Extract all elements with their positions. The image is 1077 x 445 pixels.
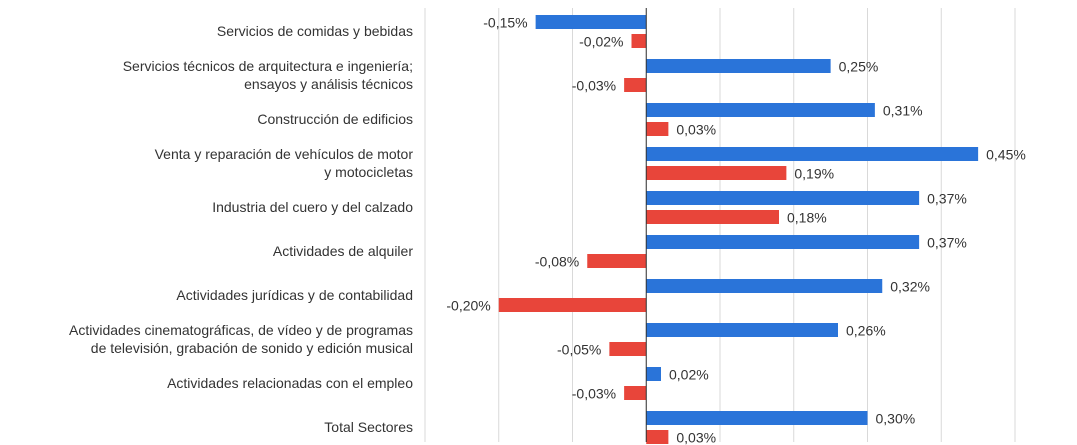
value-label: -0,02% (579, 34, 623, 50)
value-label: 0,37% (927, 191, 967, 207)
category-label: Actividades de alquiler (272, 243, 413, 259)
value-label: 0,26% (846, 323, 886, 339)
value-label: 0,37% (927, 235, 967, 251)
value-label: 0,25% (839, 59, 879, 75)
bar (609, 342, 647, 356)
category-label: Actividades jurídicas y de contabilidad (176, 287, 413, 303)
value-label: 0,31% (883, 103, 923, 119)
bar (535, 15, 647, 29)
bar (498, 298, 647, 312)
category-label: Servicios técnicos de arquitectura e ing… (122, 58, 413, 92)
bar (646, 279, 883, 293)
value-label: -0,03% (572, 78, 616, 94)
bar (646, 430, 669, 444)
value-label: 0,03% (676, 430, 716, 445)
bar (646, 191, 920, 205)
category-label: Industria del cuero y del calzado (212, 199, 413, 215)
bar (646, 122, 669, 136)
bar (646, 235, 920, 249)
category-label: Construcción de edificios (257, 111, 413, 127)
category-label: Venta y reparación de vehículos de motor… (154, 146, 413, 180)
value-label: -0,15% (483, 15, 527, 31)
value-label: 0,02% (669, 367, 709, 383)
bar (624, 78, 647, 92)
bar (624, 386, 647, 400)
value-label: 0,32% (890, 279, 930, 295)
category-label: Actividades relacionadas con el empleo (167, 375, 413, 391)
value-label: 0,30% (876, 411, 916, 427)
bar (646, 323, 838, 337)
value-label: -0,20% (446, 298, 490, 314)
bar (646, 166, 787, 180)
bar (646, 367, 661, 381)
value-label: 0,19% (794, 166, 834, 182)
bar (646, 59, 831, 73)
bar (646, 411, 868, 425)
bar (646, 103, 875, 117)
bar (646, 210, 779, 224)
value-label: -0,08% (535, 254, 579, 270)
bar (646, 147, 979, 161)
bar (587, 254, 647, 268)
category-label: Servicios de comidas y bebidas (216, 23, 413, 39)
value-label: 0,45% (986, 147, 1026, 163)
bar (631, 34, 647, 48)
value-label: -0,05% (557, 342, 601, 358)
value-label: 0,03% (676, 122, 716, 138)
value-label: 0,18% (787, 210, 827, 226)
category-label: Total Sectores (324, 419, 413, 435)
value-label: -0,03% (572, 386, 616, 402)
category-label: Actividades cinematográficas, de vídeo y… (69, 322, 413, 356)
